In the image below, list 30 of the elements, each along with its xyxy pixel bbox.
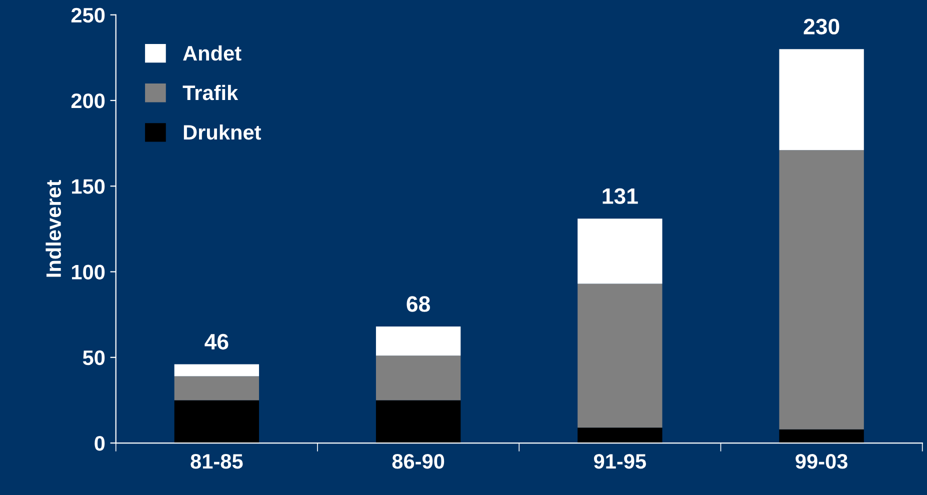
total-label: 230 xyxy=(804,18,840,34)
x-tick-label: 99-03 xyxy=(796,454,848,469)
y-tick-label: 250 xyxy=(71,8,105,23)
bar xyxy=(578,284,662,428)
x-tick-label: 91-95 xyxy=(594,454,646,469)
x-tick-label: 81-85 xyxy=(190,454,243,469)
y-tick-label: 50 xyxy=(82,350,105,366)
total-label: 68 xyxy=(406,296,430,312)
bar xyxy=(578,218,662,284)
bar xyxy=(174,376,260,400)
bar xyxy=(174,400,260,444)
total-label: 46 xyxy=(204,334,228,350)
bar xyxy=(779,429,864,444)
legend-label: Trafik xyxy=(182,84,238,100)
bar xyxy=(779,150,864,430)
bar xyxy=(376,400,461,444)
x-tick-label: 86-90 xyxy=(392,454,444,469)
y-tick-label: 200 xyxy=(71,93,105,108)
bar xyxy=(779,49,864,150)
bar xyxy=(376,356,461,400)
bar xyxy=(174,364,260,376)
total-label: 131 xyxy=(602,188,638,204)
bar xyxy=(578,428,662,444)
y-tick-label: 0 xyxy=(94,436,105,451)
y-axis-title: Indleveret xyxy=(46,180,62,277)
legend-label: Druknet xyxy=(184,124,261,140)
y-tick-label: 100 xyxy=(72,264,105,280)
bar xyxy=(376,326,461,356)
y-tick-label: 150 xyxy=(72,179,105,194)
legend-label: Andet xyxy=(183,45,242,61)
